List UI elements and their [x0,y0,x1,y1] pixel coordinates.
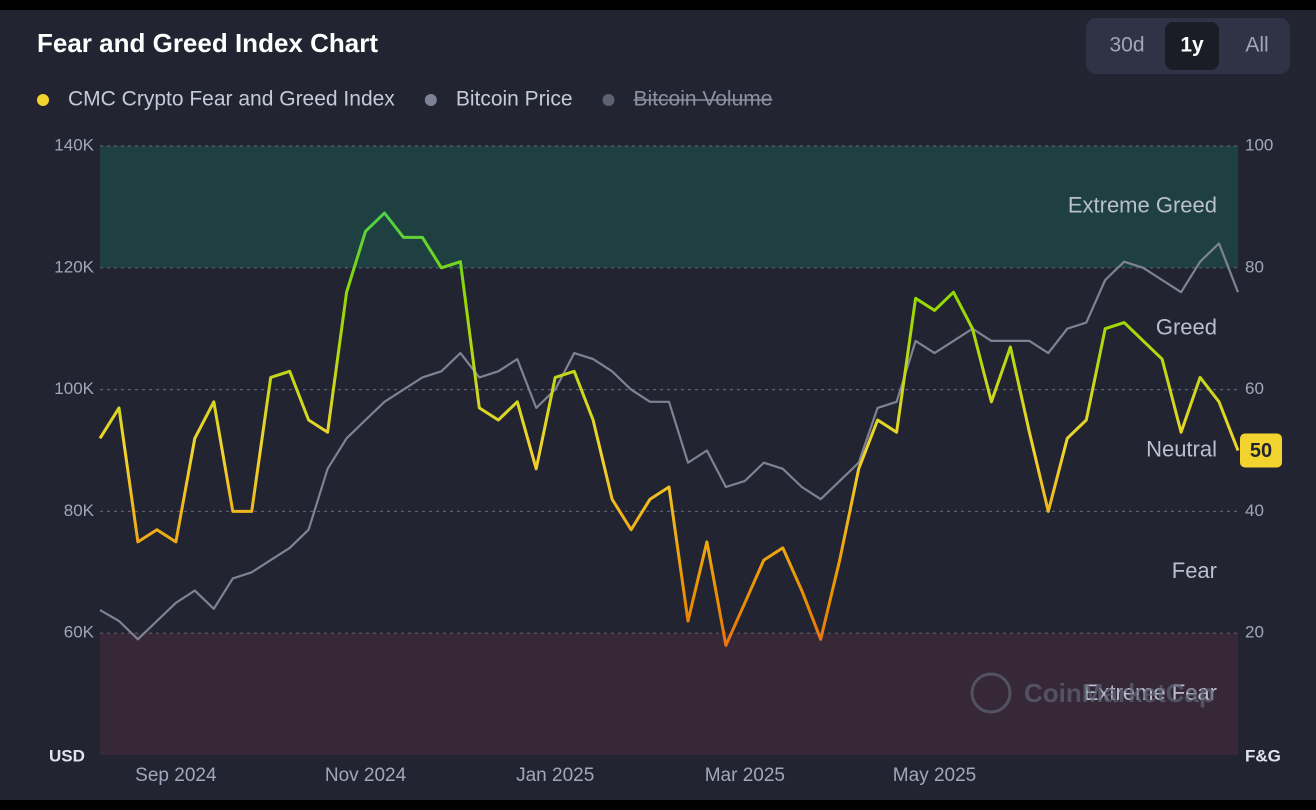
x-tick-label: Jan 2025 [516,765,594,786]
x-tick-label: Nov 2024 [325,765,407,786]
zone-label: Extreme Fear [1084,680,1217,705]
series-line [99,242,1240,641]
y2-tick-label: 100 [1245,135,1273,154]
legend-label[interactable]: Bitcoin Volume [634,88,773,111]
y2-tick-label: 60 [1245,379,1264,398]
series-line [98,211,1240,647]
legend-dot [602,94,615,106]
range-button[interactable]: 1y [1180,34,1204,57]
zone-label: Greed [1156,315,1217,340]
y-tick-label: 140K [54,135,94,154]
y-tick-label: 80K [64,501,95,520]
y2-tick-label: 40 [1245,501,1264,520]
x-tick-label: Mar 2025 [705,765,785,786]
zone-label: Fear [1172,558,1217,583]
legend-label[interactable]: Bitcoin Price [456,88,573,111]
legend-dot [424,94,437,106]
range-button[interactable]: 30d [1109,34,1144,57]
chart-title: Fear and Greed Index Chart [37,28,378,58]
latest-badge [1240,433,1282,468]
zone-label: Neutral [1146,436,1217,461]
watermark-logo [970,672,1012,714]
y-tick-label: 120K [54,257,94,276]
y-unit: USD [49,746,85,765]
zone-band [100,633,1238,755]
legend-label[interactable]: CMC Crypto Fear and Greed Index [68,88,395,111]
legend-dot [37,94,49,106]
range-button[interactable]: All [1245,34,1268,57]
y-tick-label: 60K [64,623,95,642]
zone-label: Extreme Greed [1068,193,1217,218]
watermark: CoinMarketCap [1024,678,1215,708]
latest-value: 50 [1250,440,1272,462]
y2-unit: F&G [1245,746,1281,765]
x-tick-label: Sep 2024 [135,765,217,786]
y2-tick-label: 20 [1245,623,1264,642]
y2-tick-label: 80 [1245,257,1264,276]
x-tick-label: May 2025 [893,765,976,786]
zone-band [100,146,1238,268]
range-button-active [1165,22,1219,70]
y-tick-label: 100K [54,379,94,398]
